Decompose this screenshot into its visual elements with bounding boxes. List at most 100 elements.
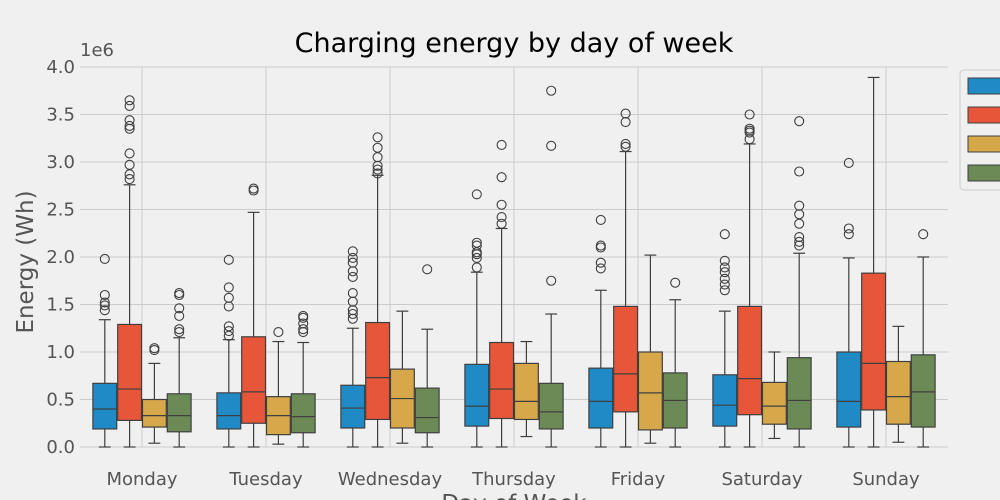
outlier-point <box>719 262 730 273</box>
box-group <box>464 189 490 448</box>
outlier-point <box>496 218 507 229</box>
outlier-point <box>794 236 805 247</box>
outlier-point <box>273 326 284 338</box>
outlier-point <box>471 189 482 200</box>
outlier-point <box>174 326 185 338</box>
outlier-point <box>719 273 730 284</box>
box-group <box>340 246 366 448</box>
box-body <box>861 272 887 411</box>
outlier-point <box>174 288 185 299</box>
box-group <box>861 76 887 448</box>
box-body <box>712 374 738 427</box>
outlier-point <box>620 141 631 152</box>
outlier-point <box>843 229 854 240</box>
outlier-point <box>149 343 160 354</box>
box-body <box>489 341 515 420</box>
box-group <box>166 288 192 448</box>
legend-frame <box>959 69 1000 191</box>
box-body <box>637 351 663 431</box>
box-body <box>340 384 366 429</box>
box-group <box>365 132 391 448</box>
x-tick-label: Friday <box>611 469 666 490</box>
box-body <box>365 321 391 421</box>
outlier-point <box>298 318 309 329</box>
box-group <box>117 95 143 448</box>
chart-title: Charging energy by day of week <box>295 28 734 59</box>
outlier-point <box>347 266 358 277</box>
outlier-point <box>124 148 135 159</box>
box-body <box>290 393 316 434</box>
box-body <box>513 362 539 421</box>
outlier-point <box>372 132 383 143</box>
y-tick-label: 1.5 <box>46 295 75 316</box>
outlier-point <box>471 262 482 273</box>
x-tick-label: Sunday <box>852 469 920 490</box>
outlier-point <box>595 240 606 251</box>
box-body <box>166 393 192 433</box>
box-group <box>588 214 614 448</box>
outlier-point <box>794 232 805 243</box>
outlier-point <box>347 257 358 268</box>
outlier-point <box>794 116 805 127</box>
y-tick-label: 3.0 <box>46 152 75 173</box>
y-tick-label: 3.5 <box>46 105 75 126</box>
outlier-point <box>719 279 730 290</box>
outlier-point <box>546 275 557 286</box>
box-group <box>241 183 267 448</box>
legend-swatch <box>967 164 1000 182</box>
box-group <box>389 310 415 444</box>
outlier-point <box>174 310 185 321</box>
outlier-point <box>843 223 854 234</box>
outlier-point <box>744 109 755 120</box>
outlier-point <box>595 257 606 268</box>
outlier-point <box>248 183 259 194</box>
outlier-point <box>794 218 805 229</box>
outlier-point <box>794 200 805 211</box>
box-body <box>117 323 143 422</box>
box-group <box>141 343 167 444</box>
outlier-point <box>298 310 309 321</box>
outlier-point <box>372 164 383 175</box>
outlier-point <box>372 152 383 163</box>
y-tick-labels: 0.0 0.5 1.0 1.5 2.0 2.5 3.0 3.5 4.0 <box>46 57 75 458</box>
box-group <box>92 253 118 448</box>
box-body <box>588 367 614 429</box>
box-group <box>489 139 515 448</box>
x-tick-label: Thursday <box>471 469 556 490</box>
outlier-point <box>546 140 557 151</box>
boxes <box>92 76 936 448</box>
box-group <box>290 310 316 448</box>
x-axis-title: Day of Week <box>441 491 587 500</box>
outlier-point <box>223 254 234 265</box>
legend <box>959 69 1000 191</box>
outlier-point <box>124 159 135 170</box>
outlier-point <box>496 212 507 223</box>
box-group <box>613 108 639 448</box>
outlier-point <box>794 209 805 220</box>
box-body <box>241 336 267 424</box>
outlier-point <box>719 255 730 266</box>
outlier-point <box>174 303 185 314</box>
outlier-point <box>347 246 358 257</box>
outlier-point <box>794 166 805 177</box>
outlier-point <box>670 277 681 288</box>
box-group <box>414 264 440 448</box>
box-body <box>216 392 242 430</box>
outlier-point <box>620 108 631 119</box>
box-body <box>141 398 167 428</box>
box-group <box>836 157 862 448</box>
outlier-point <box>124 100 135 111</box>
outlier-point <box>347 308 358 320</box>
outlier-point <box>124 120 135 131</box>
outlier-point <box>496 172 507 183</box>
outlier-point <box>918 229 929 240</box>
box-body <box>910 354 936 428</box>
x-tick-label: Tuesday <box>228 469 303 490</box>
y-tick-label: 4.0 <box>46 57 75 78</box>
box-group <box>910 229 936 448</box>
y-tick-label: 2.5 <box>46 200 75 221</box>
box-body <box>538 382 564 430</box>
outlier-point <box>124 115 135 126</box>
outlier-point <box>347 271 358 283</box>
outlier-point <box>620 138 631 149</box>
